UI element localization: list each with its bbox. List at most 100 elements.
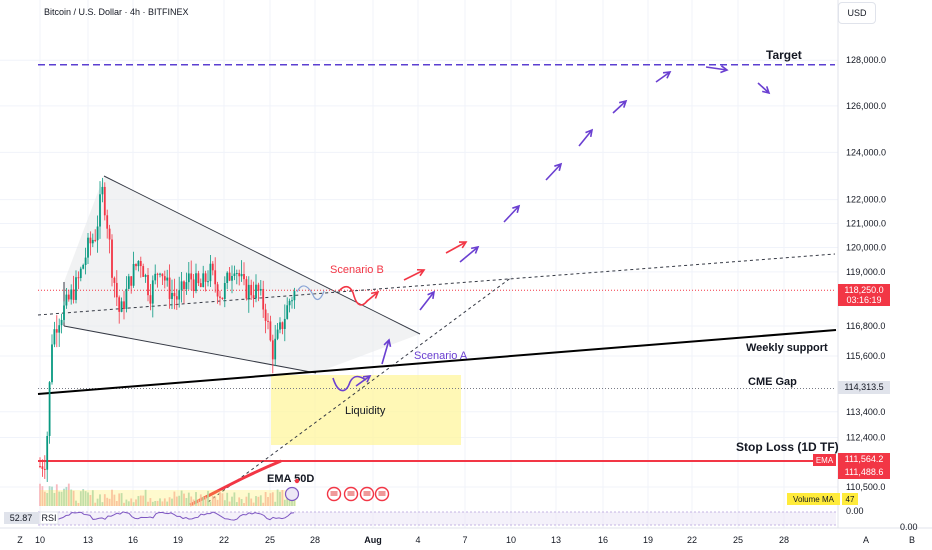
- target-label: Target: [766, 48, 802, 62]
- candle-body: [84, 257, 87, 265]
- volume-bar: [259, 495, 262, 506]
- volume-bar: [264, 491, 267, 506]
- volume-bar: [55, 484, 58, 506]
- volume-bar: [77, 502, 80, 506]
- candle-body: [103, 186, 106, 216]
- scale-z-button: Z: [17, 535, 23, 545]
- candle-body: [72, 289, 75, 300]
- volume-bar: [147, 501, 149, 506]
- scenario-b-arrow-head: [370, 290, 380, 299]
- scenario-b-arrow: [365, 291, 379, 303]
- candle-body: [240, 273, 243, 277]
- volume-bar: [231, 496, 233, 506]
- event-flag-icon-inner: [363, 491, 371, 496]
- weekly-support-label: Weekly support: [746, 342, 828, 354]
- path-wave: [296, 285, 325, 301]
- candle-body: [46, 435, 49, 470]
- candle-body: [264, 309, 267, 321]
- rsi-label: RSI: [41, 513, 56, 523]
- candle-body: [211, 263, 214, 271]
- volume-bar: [120, 493, 123, 506]
- candle-body: [252, 295, 255, 299]
- candle-body: [276, 329, 279, 339]
- scenario-b-arrow-head: [458, 241, 468, 249]
- volume-bar: [211, 496, 214, 506]
- chart-title: Bitcoin / U.S. Dollar · 4h · BITFINEX: [44, 7, 189, 17]
- candle-body: [63, 305, 65, 320]
- scenario-a-arrow-head: [470, 245, 480, 254]
- candle-body: [142, 266, 145, 277]
- volume-bar: [202, 496, 205, 506]
- candle-body: [214, 270, 217, 285]
- rsi-value: 52.87: [10, 513, 33, 523]
- candle-body: [147, 274, 149, 296]
- candle-body: [130, 276, 133, 286]
- scenario-a-arrow: [459, 246, 479, 263]
- volume-bar: [171, 498, 173, 506]
- candle-body: [135, 264, 137, 267]
- volume-bar: [99, 494, 101, 506]
- candle-body: [120, 301, 123, 312]
- scenario-a-arrow-head: [554, 162, 563, 171]
- candle-body: [245, 279, 248, 299]
- volume-bar: [183, 493, 185, 506]
- x-tick-label: 4: [415, 535, 420, 545]
- volume-bar: [281, 489, 284, 506]
- rsi-axis-bottom: 0.00: [900, 522, 918, 532]
- candle-body: [91, 239, 94, 244]
- volume-bar: [161, 501, 164, 506]
- scenario-b-arrow-head: [416, 268, 426, 277]
- candle-body: [185, 282, 188, 290]
- volume-bar: [288, 497, 291, 506]
- x-tick-label: 13: [551, 535, 561, 545]
- volume-bar: [39, 483, 41, 506]
- volume-bar: [135, 499, 137, 506]
- candle-body: [118, 297, 121, 312]
- candle-body: [139, 261, 142, 267]
- volume-bar: [178, 495, 181, 506]
- candle-body: [89, 237, 92, 244]
- volume-bar: [238, 497, 241, 506]
- volume-bar: [235, 502, 238, 506]
- volume-bar: [226, 492, 229, 506]
- volume-bar: [180, 490, 183, 506]
- volume-bar: [173, 491, 176, 506]
- candle-body: [41, 466, 44, 469]
- volume-bar: [228, 501, 231, 506]
- candle-body: [262, 288, 265, 310]
- scenario-a-arrow: [612, 100, 627, 114]
- scenario-a-arrow: [503, 205, 520, 223]
- candle-body: [144, 274, 147, 277]
- volume-bar: [207, 490, 209, 506]
- volume-bar: [168, 497, 171, 506]
- volume-bar: [209, 501, 212, 506]
- candle-body: [190, 273, 193, 280]
- volume-bar: [154, 500, 157, 506]
- volume-bar: [113, 494, 116, 506]
- candle-body: [132, 264, 135, 286]
- candle-body: [77, 277, 80, 279]
- x-tick-label: Aug: [364, 535, 382, 545]
- candle-body: [250, 284, 253, 296]
- volume-bar: [65, 486, 68, 506]
- candle-body: [161, 273, 164, 277]
- candle-body: [115, 282, 118, 298]
- candle-body: [257, 284, 260, 291]
- volume-bar: [43, 491, 46, 506]
- volume-bar: [123, 502, 125, 506]
- volume-bar: [199, 494, 202, 506]
- volume-bar: [58, 491, 61, 506]
- volume-bar: [94, 502, 97, 506]
- currency-button[interactable]: USD: [838, 2, 876, 24]
- candle-body: [180, 281, 183, 291]
- candle-body: [286, 305, 289, 319]
- candle-body: [99, 194, 101, 227]
- candle-body: [70, 289, 73, 300]
- volume-bar: [221, 493, 224, 506]
- event-flag-icon-inner: [347, 491, 355, 496]
- candle-body: [101, 186, 104, 195]
- candle-body: [39, 466, 41, 468]
- y-tick-label: 124,000.0: [846, 147, 886, 157]
- stop-loss-price-tag-text: 111,564.2: [845, 454, 884, 464]
